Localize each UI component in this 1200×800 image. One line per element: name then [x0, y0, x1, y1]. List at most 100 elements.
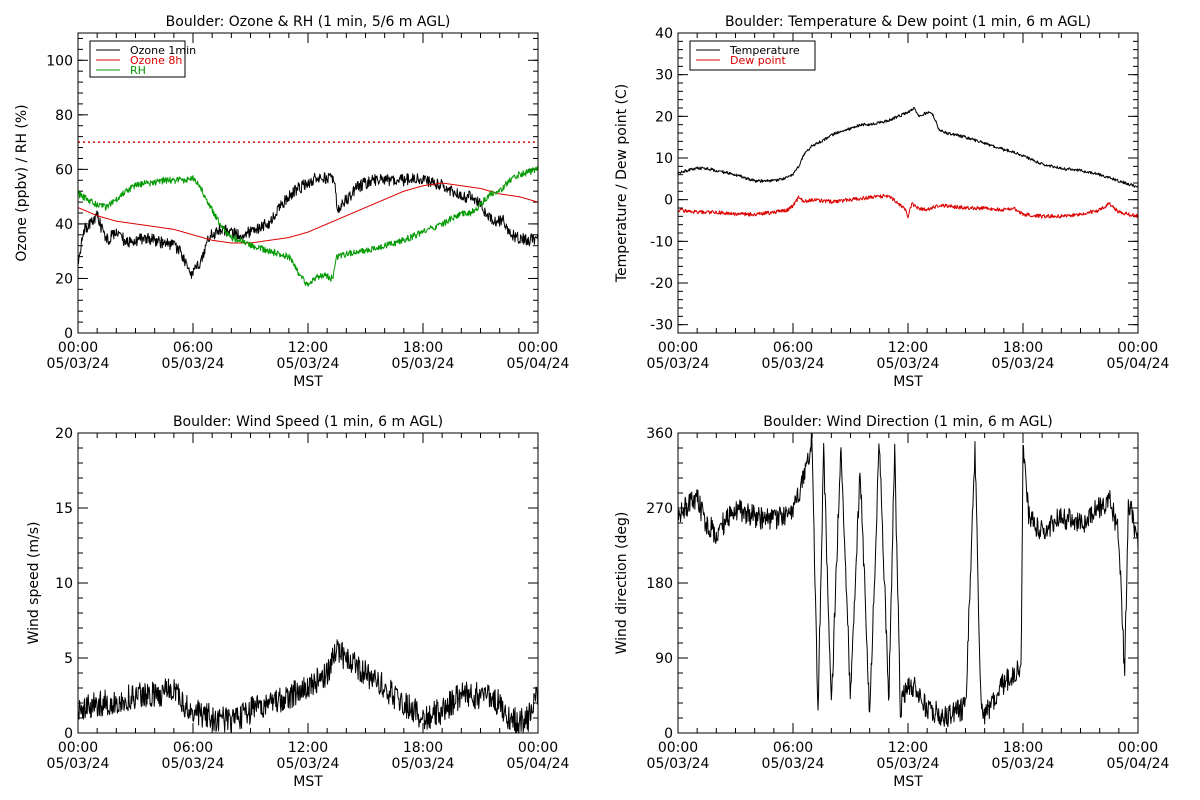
series-line: [78, 182, 538, 244]
y-tick-label: 80: [55, 108, 73, 124]
y-tick-label: 180: [646, 576, 673, 592]
legend-label: Ozone 8h: [130, 54, 182, 67]
x-tick-label-date: 05/03/24: [277, 756, 340, 772]
x-tick-label-date: 05/04/24: [1107, 756, 1170, 772]
x-axis-label: MST: [893, 374, 923, 390]
plot-data: [78, 141, 538, 287]
x-tick-label-time: 00:00: [658, 340, 698, 356]
x-tick-label-time: 06:00: [773, 340, 813, 356]
x-tick-label-date: 05/03/24: [877, 756, 940, 772]
y-axis-label: Ozone (ppbv) / RH (%): [14, 104, 30, 261]
y-tick-label: 0: [664, 726, 673, 742]
panel-temp-dew: Boulder: Temperature & Dew point (1 min,…: [614, 14, 1170, 390]
x-tick-label-date: 05/03/24: [992, 756, 1055, 772]
series-line: [78, 172, 538, 279]
series-line: [78, 639, 538, 733]
x-axis-label: MST: [893, 774, 923, 790]
x-tick-label-time: 18:00: [1003, 740, 1043, 756]
legend-box: [89, 40, 186, 78]
y-tick-label: 20: [55, 426, 73, 442]
x-tick-label-time: 00:00: [518, 740, 558, 756]
x-tick-label-date: 05/03/24: [277, 356, 340, 372]
x-tick-label-date: 05/03/24: [762, 356, 825, 372]
plot-data: [78, 639, 538, 733]
x-tick-label-date: 05/04/24: [507, 756, 570, 772]
legend-label: RH: [130, 64, 146, 77]
plot-frame: [677, 432, 1139, 734]
y-tick-label: 15: [55, 501, 73, 517]
chart-title: Boulder: Ozone & RH (1 min, 5/6 m AGL): [166, 14, 451, 30]
x-axis-label: MST: [293, 774, 323, 790]
legend-label: Dew point: [730, 54, 786, 67]
series-line: [678, 107, 1138, 189]
y-tick-label: 0: [664, 193, 673, 209]
legend-box: [689, 40, 816, 71]
y-axis-label: Wind direction (deg): [614, 512, 630, 655]
y-tick-label: 270: [646, 501, 673, 517]
x-tick-label-date: 05/03/24: [47, 356, 110, 372]
chart-title: Boulder: Wind Direction (1 min, 6 m AGL): [763, 414, 1052, 430]
y-tick-label: 40: [655, 26, 673, 42]
x-tick-label-time: 12:00: [288, 340, 328, 356]
x-tick-label-time: 00:00: [658, 740, 698, 756]
series-line: [678, 193, 1138, 219]
x-tick-label-time: 12:00: [288, 740, 328, 756]
y-tick-label: 100: [46, 53, 73, 69]
y-tick-label: 60: [55, 162, 73, 178]
x-tick-label-date: 05/03/24: [647, 356, 710, 372]
y-axis-label: Temperature / Dew point (C): [614, 84, 630, 283]
x-tick-label-date: 05/03/24: [47, 756, 110, 772]
legend-label: Ozone 1min: [130, 44, 196, 57]
y-tick-label: -20: [650, 276, 673, 292]
x-tick-label-time: 00:00: [1118, 340, 1158, 356]
y-tick-label: 30: [655, 68, 673, 84]
x-tick-label-date: 05/04/24: [507, 356, 570, 372]
x-tick-label-time: 00:00: [58, 740, 98, 756]
x-tick-label-date: 05/03/24: [162, 356, 225, 372]
x-tick-label-date: 05/03/24: [992, 356, 1055, 372]
y-tick-label: -30: [650, 318, 673, 334]
panel-wind-speed: Boulder: Wind Speed (1 min, 6 m AGL) Win…: [26, 414, 570, 790]
x-tick-label-date: 05/03/24: [392, 356, 455, 372]
x-tick-label-date: 05/03/24: [647, 756, 710, 772]
y-tick-label: 20: [55, 271, 73, 287]
x-tick-label-time: 00:00: [1118, 740, 1158, 756]
plot-frame: [77, 32, 539, 334]
x-tick-label-time: 12:00: [888, 340, 928, 356]
x-tick-label-date: 05/03/24: [162, 756, 225, 772]
x-tick-label-time: 00:00: [518, 340, 558, 356]
y-axis-label: Wind speed (m/s): [26, 522, 42, 645]
y-tick-label: 360: [646, 426, 673, 442]
y-tick-label: 10: [655, 151, 673, 167]
y-tick-label: -10: [650, 234, 673, 250]
x-axis-label: MST: [293, 374, 323, 390]
panel-ozone-rh: Boulder: Ozone & RH (1 min, 5/6 m AGL) O…: [14, 14, 570, 390]
y-tick-label: 0: [64, 326, 73, 342]
x-tick-label-time: 06:00: [173, 740, 213, 756]
x-tick-label-time: 12:00: [888, 740, 928, 756]
x-tick-label-time: 06:00: [173, 340, 213, 356]
series-line: [678, 433, 1138, 728]
y-tick-label: 90: [655, 651, 673, 667]
plot-data: [678, 433, 1138, 728]
series-line: [78, 165, 538, 287]
x-tick-label-date: 05/03/24: [392, 756, 455, 772]
x-tick-label-time: 00:00: [58, 340, 98, 356]
plot-frame: [77, 432, 539, 734]
y-tick-label: 40: [55, 217, 73, 233]
x-tick-label-time: 18:00: [1003, 340, 1043, 356]
legend-label: Temperature: [729, 44, 800, 57]
x-tick-label-time: 18:00: [403, 340, 443, 356]
x-tick-label-date: 05/04/24: [1107, 356, 1170, 372]
x-tick-label-date: 05/03/24: [877, 356, 940, 372]
y-tick-label: 5: [64, 651, 73, 667]
panel-wind-direction: Boulder: Wind Direction (1 min, 6 m AGL)…: [614, 414, 1170, 790]
x-tick-label-time: 18:00: [403, 740, 443, 756]
y-tick-label: 20: [655, 109, 673, 125]
chart-title: Boulder: Temperature & Dew point (1 min,…: [725, 14, 1091, 30]
x-tick-label-time: 06:00: [773, 740, 813, 756]
plot-data: [678, 107, 1138, 219]
chart-title: Boulder: Wind Speed (1 min, 6 m AGL): [173, 414, 443, 430]
x-tick-label-date: 05/03/24: [762, 756, 825, 772]
